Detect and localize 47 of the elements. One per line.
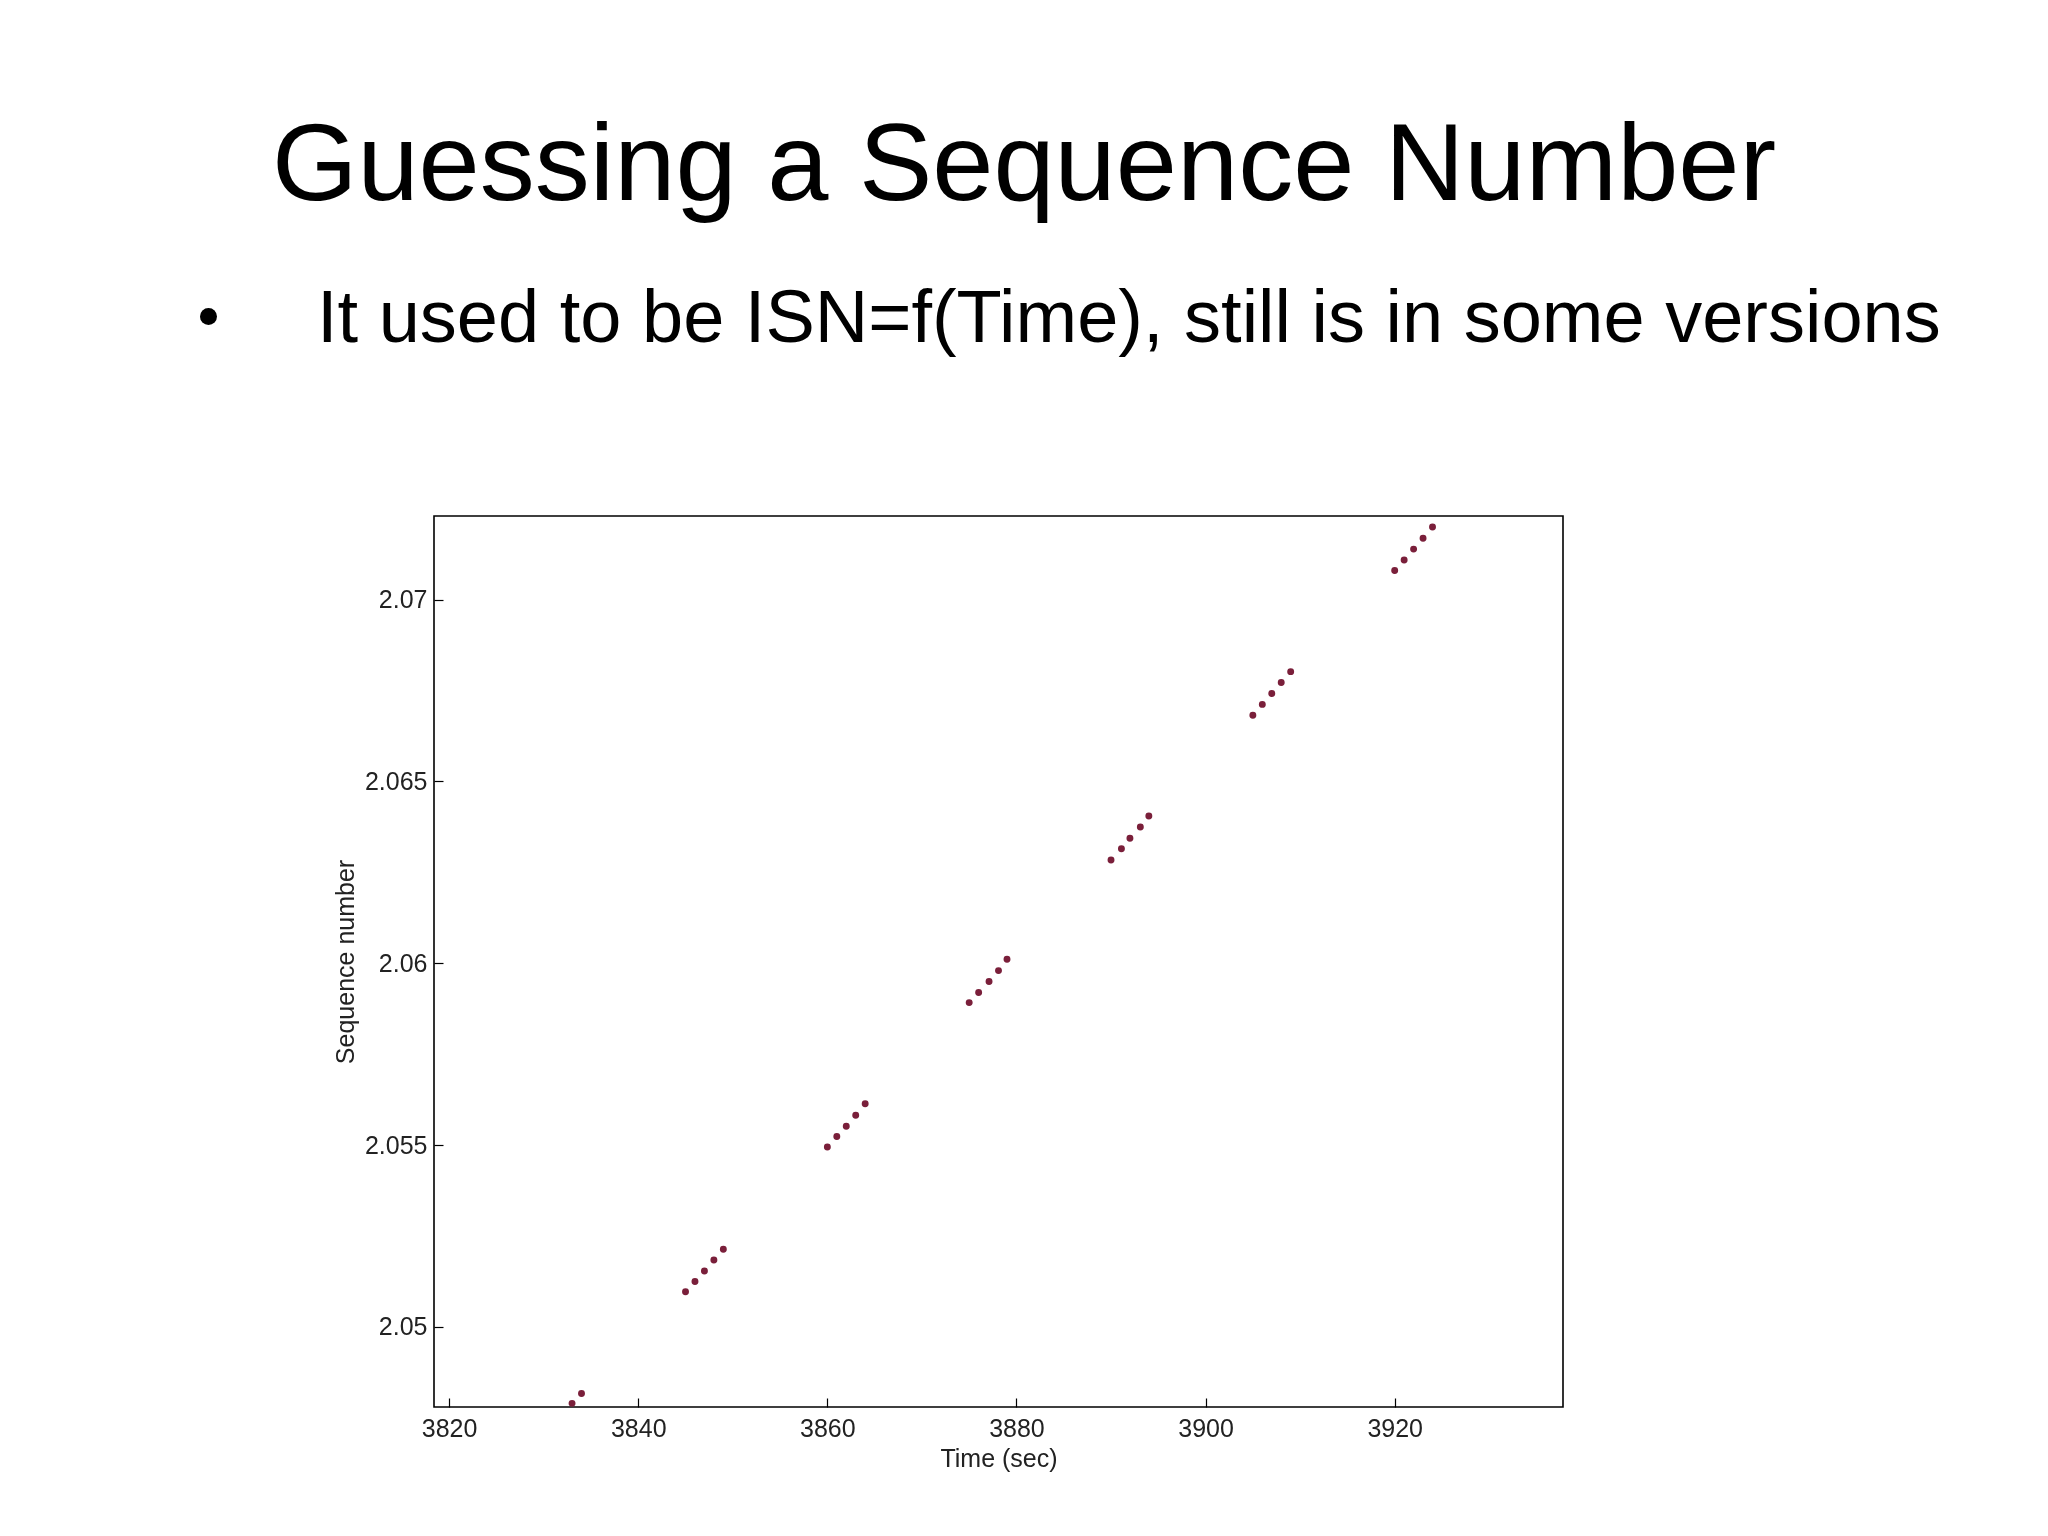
point	[691, 1278, 699, 1285]
point	[1003, 955, 1011, 963]
point	[1249, 711, 1257, 719]
point	[700, 1267, 708, 1275]
point	[995, 967, 1002, 975]
point	[1277, 679, 1285, 687]
point	[842, 1122, 850, 1130]
point	[1258, 700, 1266, 708]
point	[965, 999, 973, 1007]
point	[1419, 534, 1427, 542]
point	[833, 1132, 841, 1140]
point	[1287, 668, 1295, 676]
x-tick-label: 3820	[421, 1413, 478, 1442]
point	[710, 1256, 718, 1264]
y-tick-label: 2.06	[378, 948, 428, 977]
y-tick-label: 2.065	[364, 766, 428, 795]
point	[1145, 812, 1153, 820]
chart-subtitle: It used to be ISN=f(Time), still is in some versions	[317, 274, 1941, 360]
x-tick-label: 3880	[989, 1413, 1045, 1442]
point	[975, 988, 983, 996]
point	[682, 1288, 689, 1296]
chart-title: Guessing a Sequence Number	[271, 100, 1777, 223]
x-tick-label: 3840	[610, 1413, 667, 1442]
x-tick-label: 3920	[1367, 1413, 1423, 1442]
point	[1126, 834, 1134, 842]
point	[1117, 845, 1125, 853]
point	[985, 978, 993, 985]
point	[1400, 556, 1408, 564]
point	[1429, 523, 1436, 531]
point	[852, 1111, 860, 1119]
point	[1136, 823, 1144, 831]
y-tick-label: 2.055	[364, 1130, 428, 1159]
point	[1391, 567, 1399, 575]
point	[861, 1100, 869, 1108]
point	[578, 1390, 585, 1397]
x-axis-title: Time (sec)	[940, 1443, 1058, 1472]
point	[1410, 545, 1418, 553]
y-axis-title: Sequence number	[330, 859, 359, 1065]
point	[719, 1245, 727, 1253]
y-tick-label: 2.05	[378, 1312, 428, 1341]
point	[1107, 856, 1115, 864]
y-tick-label: 2.07	[378, 585, 428, 614]
point	[823, 1143, 831, 1151]
x-tick-label: 3860	[800, 1413, 856, 1442]
point	[568, 1399, 576, 1407]
point	[1268, 690, 1276, 697]
x-tick-label: 3900	[1178, 1413, 1234, 1442]
